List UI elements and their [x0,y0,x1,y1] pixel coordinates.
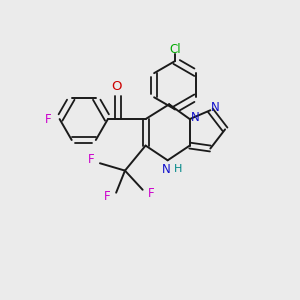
Text: F: F [148,187,155,200]
Text: Cl: Cl [169,44,181,56]
Text: N: N [210,101,219,114]
Text: F: F [88,153,94,166]
Text: H: H [174,164,182,174]
Text: F: F [104,190,111,203]
Text: N: N [162,163,171,176]
Text: O: O [111,80,122,93]
Text: F: F [45,112,52,126]
Text: N: N [191,111,200,124]
